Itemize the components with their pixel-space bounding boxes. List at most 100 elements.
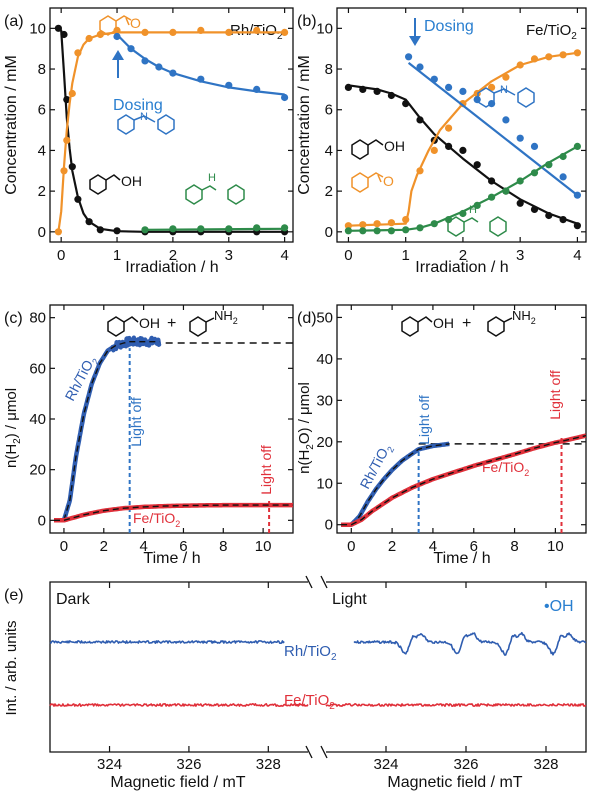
benzaldehyde-structure: O xyxy=(99,15,141,36)
amine-point xyxy=(169,225,177,233)
y-axis-label: Int. / arb. units xyxy=(3,620,20,715)
imine-point xyxy=(445,83,453,91)
fe-dark-epr-trace xyxy=(49,703,309,707)
amine-point xyxy=(473,201,481,209)
alcohol-point xyxy=(402,100,410,108)
panel-e: (e) Int. / arb. units Dark Light •OH Rh/… xyxy=(3,575,587,791)
y-ticks: 0 10 20 30 40 50 xyxy=(316,309,586,534)
alcohol-point xyxy=(545,211,553,220)
fe-fit-line xyxy=(54,504,293,521)
plot-frame xyxy=(336,304,587,534)
y-tick-label: 6 xyxy=(38,102,46,119)
amine-point xyxy=(344,227,352,235)
x-tick-label: 4 xyxy=(280,247,288,264)
alcohol-oh: OH xyxy=(433,315,454,331)
plot-area xyxy=(49,631,587,707)
rh-curve-label: Rh/TiO2 xyxy=(357,441,397,493)
amine-fit-line xyxy=(144,227,285,231)
x-tick-label: 328 xyxy=(533,756,558,773)
fe-curve-label: Fe/TiO2 xyxy=(133,510,180,529)
amine-nh2: NH2 xyxy=(512,308,536,326)
aldehyde-point xyxy=(225,28,233,36)
alcohol-point xyxy=(359,85,367,93)
plot-frame xyxy=(49,304,294,534)
aldehyde-point xyxy=(141,28,149,36)
imine-n: N xyxy=(140,111,148,123)
alcohol-point xyxy=(54,24,63,32)
x-tick-label: 4 xyxy=(139,538,147,555)
alcohol-fit-line xyxy=(348,84,578,225)
plus-sign: + xyxy=(462,315,471,332)
aldehyde-fit-line xyxy=(348,51,578,227)
aldehyde-point xyxy=(253,26,261,34)
plot-area xyxy=(54,24,289,236)
alcohol-point xyxy=(96,226,104,234)
aldehyde-point xyxy=(516,61,524,69)
y-axis-label: n(H2) / μmol xyxy=(3,388,23,468)
amine-point xyxy=(387,227,395,235)
dosing-arrowhead xyxy=(112,50,124,60)
amine-point xyxy=(445,216,453,224)
imine-point xyxy=(473,96,481,104)
alcohol-point xyxy=(488,177,496,185)
y-tick-label: 50 xyxy=(316,309,333,326)
aldehyde-point xyxy=(573,49,582,57)
light-x-axis-label: Magnetic field / mT xyxy=(387,774,522,791)
plus-sign: + xyxy=(167,315,176,332)
reactant-structures: OH + NH2 xyxy=(401,308,536,337)
aldehyde-point xyxy=(545,53,553,61)
alcohol-fit-line xyxy=(55,27,285,233)
x-tick-label: 324 xyxy=(373,756,398,773)
x-ticks: 324 326 328 324 326 328 xyxy=(97,582,559,773)
x-tick-label: 0 xyxy=(344,247,352,264)
panel-label: (d) xyxy=(297,310,317,327)
imine-point xyxy=(430,75,438,83)
imine-n: N xyxy=(500,84,508,96)
aldehyde-fit-line xyxy=(57,31,285,232)
y-tick-label: 4 xyxy=(325,142,333,159)
alcohol-point xyxy=(60,30,68,39)
amine-structure: H xyxy=(185,172,245,205)
x-tick-label: 1 xyxy=(402,247,410,264)
amine-nh: H xyxy=(469,204,477,216)
y-tick-label: 60 xyxy=(29,360,46,377)
imine-point xyxy=(127,45,135,53)
x-tick-label: 6 xyxy=(179,538,187,555)
amine-point xyxy=(516,177,524,185)
x-tick-label: 2 xyxy=(388,538,396,555)
y-tick-label: 40 xyxy=(316,351,333,368)
aldehyde-point xyxy=(530,55,539,63)
light-frame-break-bottom xyxy=(320,745,328,759)
plot-area xyxy=(52,335,293,533)
amine-point xyxy=(416,224,424,232)
amine-point xyxy=(402,226,410,234)
alcohol-point xyxy=(113,227,121,235)
y-tick-label: 0 xyxy=(325,224,333,241)
rh-light-epr-trace xyxy=(353,631,587,656)
aldehyde-point xyxy=(60,167,68,175)
y-tick-label: 10 xyxy=(316,475,333,492)
imine-point xyxy=(169,69,177,77)
benzaldehyde-structure: O xyxy=(351,172,394,193)
alcohol-oh: OH xyxy=(384,138,405,154)
panel-d: (d) 0 10 20 30 40 50 0 2 4 6 8 10 Time / h n(H2O) … xyxy=(296,304,587,567)
x-ticks: 0 2 4 6 8 10 xyxy=(60,305,271,555)
amine-point xyxy=(253,224,261,232)
rh-trace-label: Rh/TiO2 xyxy=(284,643,337,663)
x-axis-label: Time / h xyxy=(433,550,490,567)
plot-frame xyxy=(49,7,294,243)
dosing-label: Dosing xyxy=(424,18,474,35)
y-tick-label: 10 xyxy=(29,20,46,37)
x-tick-label: 326 xyxy=(176,756,201,773)
alcohol-point xyxy=(559,216,567,224)
imine-point xyxy=(253,85,261,93)
y-tick-label: 2 xyxy=(38,183,46,200)
amine-structure: H xyxy=(447,204,507,237)
light-off-rh-label: Light off xyxy=(128,397,144,447)
light-frame-break-top xyxy=(320,575,328,589)
rh-dark-epr-trace xyxy=(49,640,285,644)
panel-label: (c) xyxy=(4,310,23,327)
aldehyde-point xyxy=(169,28,177,36)
light-panel-title: Light xyxy=(332,591,367,608)
rh-fit-line xyxy=(341,443,450,526)
